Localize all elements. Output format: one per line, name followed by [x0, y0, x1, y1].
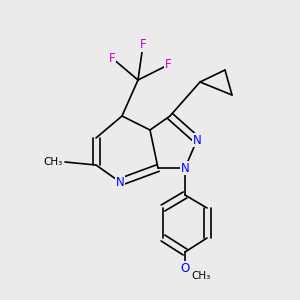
- Text: N: N: [116, 176, 124, 188]
- Text: O: O: [180, 262, 190, 275]
- Text: CH₃: CH₃: [44, 157, 63, 167]
- Text: F: F: [109, 52, 115, 64]
- Text: F: F: [140, 38, 146, 52]
- Text: CH₃: CH₃: [191, 271, 210, 281]
- Text: N: N: [181, 161, 189, 175]
- Text: N: N: [193, 134, 201, 146]
- Text: F: F: [165, 58, 171, 71]
